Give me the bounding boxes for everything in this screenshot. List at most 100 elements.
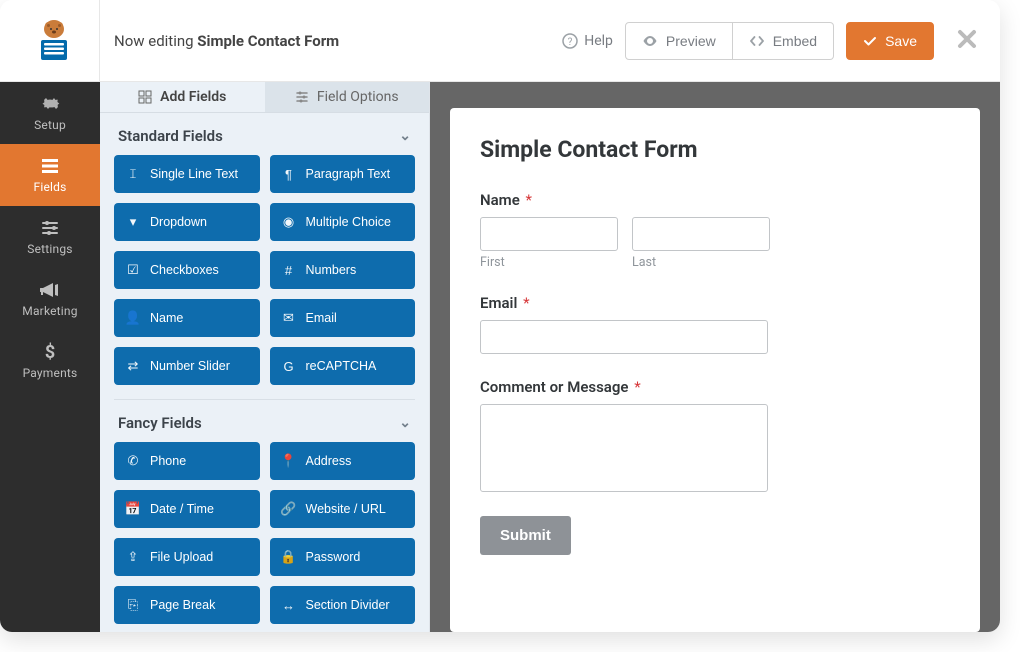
form-field-email[interactable]: Email * — [480, 294, 950, 354]
field-multiple-choice[interactable]: ◉ Multiple Choice — [270, 203, 416, 241]
email-input[interactable] — [480, 320, 768, 354]
nav-item-setup[interactable]: Setup — [0, 82, 100, 144]
save-button[interactable]: Save — [846, 22, 934, 60]
close-button[interactable] — [946, 27, 982, 55]
chevron-down-icon: ⌄ — [399, 128, 411, 144]
help-link[interactable]: ? Help — [562, 33, 613, 49]
field-single-line-text[interactable]: 𝙸Single Line Text — [114, 155, 260, 193]
lock-icon: 🔒 — [282, 549, 296, 565]
group-title: Standard Fields — [118, 127, 223, 145]
field-password[interactable]: 🔒Password — [270, 538, 416, 576]
form-title: Simple Contact Form — [480, 136, 950, 163]
close-icon — [956, 28, 978, 50]
field-label: Page Break — [150, 598, 215, 612]
editing-label: Now editing Simple Contact Form — [114, 32, 339, 50]
field-address[interactable]: 📍Address — [270, 442, 416, 480]
field-numbers[interactable]: #Numbers — [270, 251, 416, 289]
field-dropdown[interactable]: ▾Dropdown — [114, 203, 260, 241]
radio-icon: ◉ — [282, 214, 296, 230]
required-mark: * — [523, 294, 529, 312]
side-nav: Setup Fields Settings Marketing $ Paymen… — [0, 82, 100, 632]
nav-item-settings[interactable]: Settings — [0, 206, 100, 268]
field-label: Name * — [480, 191, 950, 209]
nav-item-payments[interactable]: $ Payments — [0, 330, 100, 392]
link-icon: 🔗 — [282, 501, 296, 517]
sliders-icon — [40, 218, 60, 238]
svg-text:?: ? — [568, 37, 573, 48]
nav-label: Setup — [34, 118, 66, 132]
calendar-icon: 📅 — [126, 501, 140, 517]
options-icon — [295, 90, 309, 104]
comment-textarea[interactable] — [480, 404, 768, 492]
field-date-time[interactable]: 📅 Date / Time — [114, 490, 260, 528]
last-name-input[interactable] — [632, 217, 770, 251]
paragraph-icon: ¶ — [282, 167, 296, 182]
embed-button[interactable]: Embed — [733, 22, 834, 60]
nav-label: Payments — [23, 366, 78, 380]
field-number-slider[interactable]: ⇄ Number Slider — [114, 347, 260, 385]
field-label: Paragraph Text — [306, 167, 391, 181]
group-header-fancy[interactable]: Fancy Fields ⌄ — [100, 400, 429, 442]
field-label: Number Slider — [150, 359, 230, 373]
field-checkboxes[interactable]: ☑Checkboxes — [114, 251, 260, 289]
preview-button[interactable]: Preview — [625, 22, 733, 60]
field-name[interactable]: 👤Name — [114, 299, 260, 337]
slider-icon: ⇄ — [126, 358, 140, 374]
check-icon — [863, 34, 877, 48]
group-header-standard[interactable]: Standard Fields ⌄ — [100, 113, 429, 155]
field-email[interactable]: ✉Email — [270, 299, 416, 337]
field-file-upload[interactable]: ⇪ File Upload — [114, 538, 260, 576]
field-grid-fancy: ✆ Phone 📍Address 📅 Date / Time 🔗 Website / … — [100, 442, 429, 632]
field-label: reCAPTCHA — [306, 359, 377, 373]
nav-item-fields[interactable]: Fields — [0, 144, 100, 206]
tab-label: Field Options — [317, 89, 399, 105]
field-label: Dropdown — [150, 215, 207, 229]
form-card: Simple Contact Form Name * First Las — [450, 108, 980, 632]
field-grid-standard: 𝙸Single Line Text ¶ Paragraph Text ▾Dropd… — [100, 155, 429, 393]
field-label: Multiple Choice — [306, 215, 391, 229]
label-text: Comment or Message — [480, 378, 628, 396]
form-name: Simple Contact Form — [197, 32, 339, 50]
nav-label: Fields — [34, 180, 67, 194]
field-phone[interactable]: ✆ Phone — [114, 442, 260, 480]
field-recaptcha[interactable]: GreCAPTCHA — [270, 347, 416, 385]
editing-prefix: Now editing — [114, 32, 197, 50]
save-label: Save — [885, 33, 917, 49]
checkbox-icon: ☑ — [126, 262, 140, 278]
nav-label: Settings — [27, 242, 72, 256]
field-website-url[interactable]: 🔗 Website / URL — [270, 490, 416, 528]
tab-label: Add Fields — [160, 89, 226, 105]
last-sublabel: Last — [632, 255, 770, 270]
field-paragraph-text[interactable]: ¶ Paragraph Text — [270, 155, 416, 193]
field-label: File Upload — [150, 550, 213, 564]
submit-button[interactable]: Submit — [480, 516, 571, 555]
dollar-icon: $ — [40, 342, 60, 362]
embed-label: Embed — [773, 33, 817, 49]
field-label: Comment or Message * — [480, 378, 950, 396]
field-label: Website / URL — [306, 502, 386, 516]
first-name-input[interactable] — [480, 217, 618, 251]
code-icon — [749, 33, 765, 49]
upload-icon: ⇪ — [126, 549, 140, 565]
person-icon: 👤 — [126, 310, 140, 326]
field-label: Email — [306, 311, 337, 325]
divider-icon: ↔ — [282, 598, 296, 613]
field-page-break[interactable]: ⎘ Page Break — [114, 586, 260, 624]
gear-icon — [40, 94, 60, 114]
required-mark: * — [634, 378, 640, 396]
tab-add-fields[interactable]: Add Fields — [100, 82, 265, 112]
preview-label: Preview — [666, 33, 716, 49]
form-field-name[interactable]: Name * First Last — [480, 191, 950, 270]
group-title: Fancy Fields — [118, 414, 202, 432]
field-label: Date / Time — [150, 502, 214, 516]
field-section-divider[interactable]: ↔Section Divider — [270, 586, 416, 624]
field-label: Single Line Text — [150, 167, 238, 181]
preview-area: Simple Contact Form Name * First Las — [430, 82, 1000, 632]
field-label: Phone — [150, 454, 186, 468]
form-field-comment[interactable]: Comment or Message * — [480, 378, 950, 492]
nav-item-marketing[interactable]: Marketing — [0, 268, 100, 330]
tab-field-options[interactable]: Field Options — [265, 82, 430, 112]
phone-icon: ✆ — [126, 453, 140, 469]
chevron-down-icon: ⌄ — [399, 415, 411, 431]
pagebreak-icon: ⎘ — [126, 597, 140, 613]
